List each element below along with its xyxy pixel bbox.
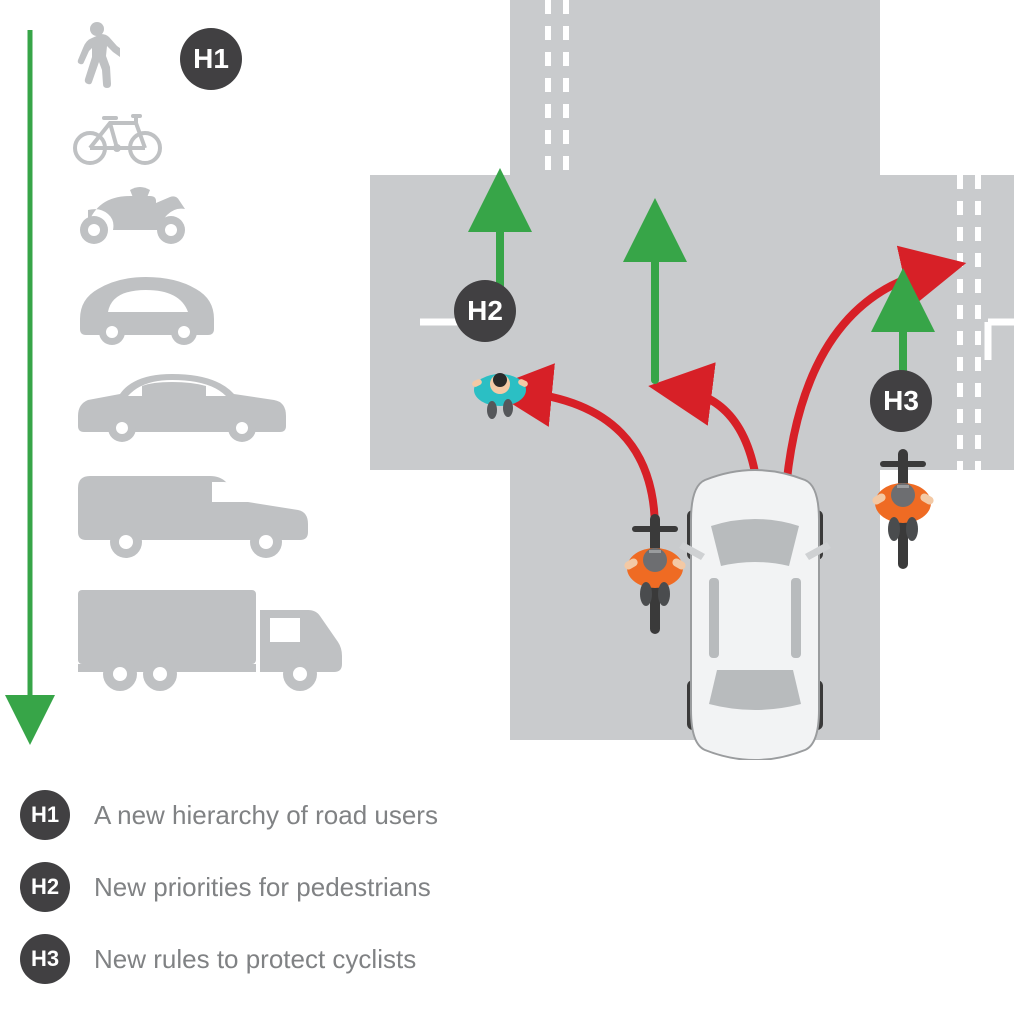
legend: H1 A new hierarchy of road users H2 New … <box>20 790 438 984</box>
legend-badge-h1-label: H1 <box>31 802 59 828</box>
badge-h3-label: H3 <box>883 385 919 417</box>
legend-badge-h3-label: H3 <box>31 946 59 972</box>
badge-h2: H2 <box>454 280 516 342</box>
badge-h3: H3 <box>870 370 932 432</box>
badge-h2-label: H2 <box>467 295 503 327</box>
legend-text-h3: New rules to protect cyclists <box>94 944 416 975</box>
intersection-scene <box>0 0 1014 760</box>
legend-row-h2: H2 New priorities for pedestrians <box>20 862 438 912</box>
legend-row-h3: H3 New rules to protect cyclists <box>20 934 438 984</box>
car-topdown <box>679 470 831 760</box>
legend-text-h2: New priorities for pedestrians <box>94 872 431 903</box>
legend-badge-h2-label: H2 <box>31 874 59 900</box>
legend-text-h1: A new hierarchy of road users <box>94 800 438 831</box>
legend-row-h1: H1 A new hierarchy of road users <box>20 790 438 840</box>
infographic-canvas: H1 <box>0 0 1014 1024</box>
